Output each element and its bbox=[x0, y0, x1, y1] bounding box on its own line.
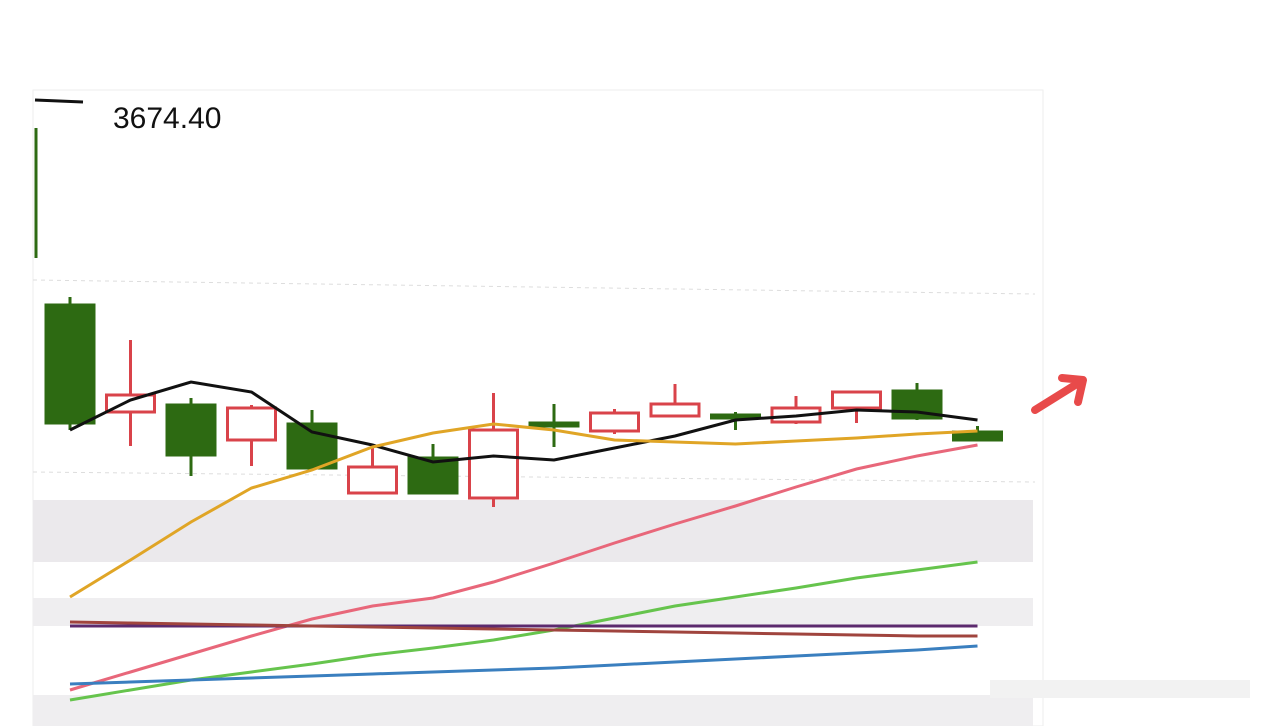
candle-body bbox=[226, 406, 277, 442]
band bbox=[33, 695, 1033, 726]
ma-line bbox=[69, 620, 978, 638]
ma-line bbox=[69, 443, 978, 692]
band bbox=[33, 598, 1033, 626]
ma-line bbox=[69, 422, 978, 599]
candle-body bbox=[286, 422, 338, 470]
candle-body bbox=[710, 413, 761, 420]
divider bbox=[32, 471, 1036, 483]
candle-body bbox=[105, 393, 156, 414]
candle-body bbox=[528, 421, 580, 428]
watermark bbox=[990, 680, 1250, 698]
candle-body bbox=[589, 411, 640, 433]
candle-body bbox=[468, 428, 519, 500]
candle-body bbox=[44, 303, 96, 425]
candle-body bbox=[831, 390, 882, 410]
candle-body bbox=[407, 456, 459, 495]
price-label: 3674.40 bbox=[113, 102, 221, 135]
candle-body bbox=[649, 402, 701, 418]
band bbox=[33, 500, 1033, 562]
divider bbox=[32, 279, 1036, 295]
arrow bbox=[1031, 374, 1087, 414]
plot bbox=[44, 297, 1003, 702]
ma-line bbox=[69, 380, 978, 464]
candle-body bbox=[347, 465, 398, 495]
ma-line bbox=[69, 560, 978, 702]
ma-line bbox=[69, 644, 978, 686]
candle-body bbox=[165, 403, 217, 457]
cursor-line bbox=[34, 98, 84, 104]
